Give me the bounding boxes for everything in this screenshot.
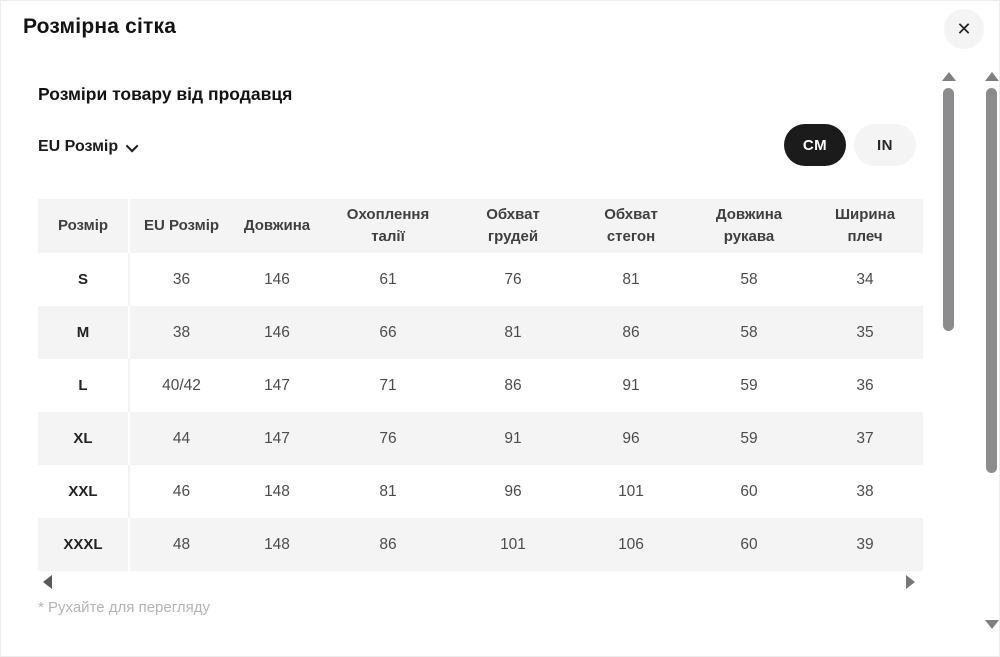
scroll-right-arrow-icon[interactable]	[906, 575, 915, 589]
value-cell: 81	[455, 306, 571, 359]
value-cell: 76	[321, 412, 455, 465]
header-cell: Довжина рукава	[691, 199, 807, 253]
value-cell: 86	[321, 518, 455, 571]
scroll-hint: * Рухайте для перегляду	[38, 599, 210, 616]
scroll-left-arrow-icon[interactable]	[43, 575, 52, 589]
table-body: S 36 146 61 76 81 58 34 M 38 146 66 81 86 58 35 L 40/42 14…	[38, 253, 923, 571]
size-cell: XL	[38, 412, 130, 465]
value-cell: 101	[618, 482, 644, 500]
value-cell: 59	[691, 412, 807, 465]
value-cell: 96	[571, 412, 691, 465]
value-cell: 59	[740, 376, 758, 394]
value-cell: 46	[172, 482, 191, 500]
size-table: Розмір EU Розмір Довжина Охоплення талії Обх…	[38, 199, 923, 571]
size-type-dropdown-label: EU Розмір	[38, 138, 119, 155]
value-cell: 38	[129, 306, 233, 359]
close-icon: ✕	[956, 18, 972, 40]
header-cell: Ширина плеч	[807, 199, 923, 253]
value-cell: 106	[571, 518, 691, 571]
table-row: XL 44 147 76 91 96 59 37	[38, 412, 923, 465]
table-row: S 36 146 61 76 81 58 34	[38, 253, 923, 306]
page-title: Розмірна сітка	[23, 15, 177, 38]
value-cell: 81	[622, 270, 640, 288]
value-cell: 39	[807, 518, 923, 571]
outer-scroll-up-arrow-icon[interactable]	[985, 72, 999, 81]
size-cell: L	[38, 359, 130, 412]
value-cell: 58	[691, 306, 807, 359]
value-cell: 147	[264, 376, 290, 394]
value-cell: 34	[856, 270, 874, 288]
unit-cm-button[interactable]: CM	[784, 124, 846, 166]
value-cell: 76	[504, 270, 522, 288]
table-header-row: Розмір EU Розмір Довжина Охоплення талії Обх…	[38, 199, 923, 253]
size-cell: XXL	[38, 465, 130, 518]
table-row: M 38 146 66 81 86 58 35	[38, 306, 923, 359]
size-type-dropdown[interactable]: EU Розмір	[38, 131, 139, 163]
section-title: Розміри товару від продавця	[38, 84, 293, 104]
header-cell: Обхват стегон	[571, 199, 691, 253]
header-cell: EU Розмір	[129, 199, 233, 253]
value-cell: 40/42	[162, 376, 201, 394]
value-cell: 36	[172, 270, 191, 288]
header-cell: Довжина	[233, 199, 321, 253]
table-row: XXL 46 148 81 96 101 60 38	[38, 465, 923, 518]
value-cell: 60	[691, 518, 807, 571]
close-button[interactable]: ✕	[944, 9, 984, 49]
value-cell: 146	[264, 270, 290, 288]
value-cell: 36	[856, 376, 874, 394]
table-row: L 40/42 147 71 86 91 59 36	[38, 359, 923, 412]
value-cell: 96	[504, 482, 522, 500]
value-cell: 58	[740, 270, 758, 288]
value-cell: 91	[622, 376, 640, 394]
header-cell: Обхват грудей	[455, 199, 571, 253]
value-cell: 35	[807, 306, 923, 359]
value-cell: 146	[233, 306, 321, 359]
value-cell: 71	[379, 376, 397, 394]
outer-scroll-down-arrow-icon[interactable]	[985, 620, 999, 629]
value-cell: 101	[455, 518, 571, 571]
value-cell: 147	[233, 412, 321, 465]
value-cell: 66	[321, 306, 455, 359]
header-cell: Розмір	[38, 199, 130, 253]
value-cell: 86	[571, 306, 691, 359]
size-cell: M	[38, 306, 130, 359]
value-cell: 81	[379, 482, 397, 500]
value-cell: 148	[264, 482, 290, 500]
size-cell: XXXL	[38, 518, 130, 571]
size-cell: S	[38, 253, 130, 306]
value-cell: 148	[233, 518, 321, 571]
value-cell: 48	[129, 518, 233, 571]
value-cell: 60	[740, 482, 758, 500]
inner-scrollbar-thumb[interactable]	[943, 88, 954, 331]
value-cell: 91	[455, 412, 571, 465]
value-cell: 61	[379, 270, 397, 288]
value-cell: 86	[504, 376, 522, 394]
outer-scrollbar-thumb[interactable]	[986, 88, 997, 473]
value-cell: 44	[129, 412, 233, 465]
chevron-down-icon	[125, 139, 139, 152]
inner-scroll-up-arrow-icon[interactable]	[942, 72, 956, 81]
header-cell: Охоплення талії	[321, 199, 455, 253]
value-cell: 38	[856, 482, 874, 500]
table-row: XXXL 48 148 86 101 106 60 39	[38, 518, 923, 571]
unit-in-button[interactable]: IN	[854, 124, 916, 166]
value-cell: 37	[807, 412, 923, 465]
